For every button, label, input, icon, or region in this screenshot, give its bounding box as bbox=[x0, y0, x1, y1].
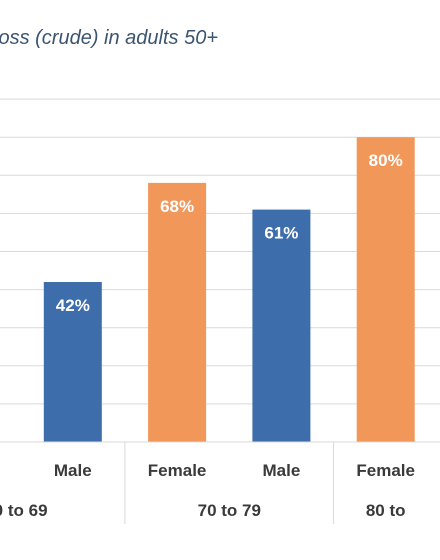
bar-male-1 bbox=[43, 282, 102, 442]
data-label-2: 68% bbox=[160, 197, 194, 216]
category-label-4: Female bbox=[356, 461, 415, 480]
chart-title: loss (crude) in adults 50+ bbox=[0, 27, 218, 49]
bar-female-2 bbox=[148, 182, 207, 442]
data-label-1: 42% bbox=[56, 296, 90, 315]
bar-female-4 bbox=[356, 137, 415, 442]
bar-male-3 bbox=[252, 209, 311, 442]
group-label-1: 70 to 79 bbox=[198, 501, 261, 520]
data-label-4: 80% bbox=[369, 151, 403, 170]
data-label-3: 61% bbox=[264, 224, 298, 243]
category-label-1: Male bbox=[54, 461, 92, 480]
group-label-2: 80 to bbox=[366, 501, 406, 520]
x-axis: Male Female Male Female 0 to 69 70 to 79 80 to bbox=[0, 441, 440, 524]
category-label-2: Female bbox=[148, 461, 207, 480]
bars: 42% 68% 61% 80% bbox=[43, 137, 415, 442]
group-label-0: 0 to 69 bbox=[0, 501, 48, 520]
category-label-3: Male bbox=[263, 461, 301, 480]
